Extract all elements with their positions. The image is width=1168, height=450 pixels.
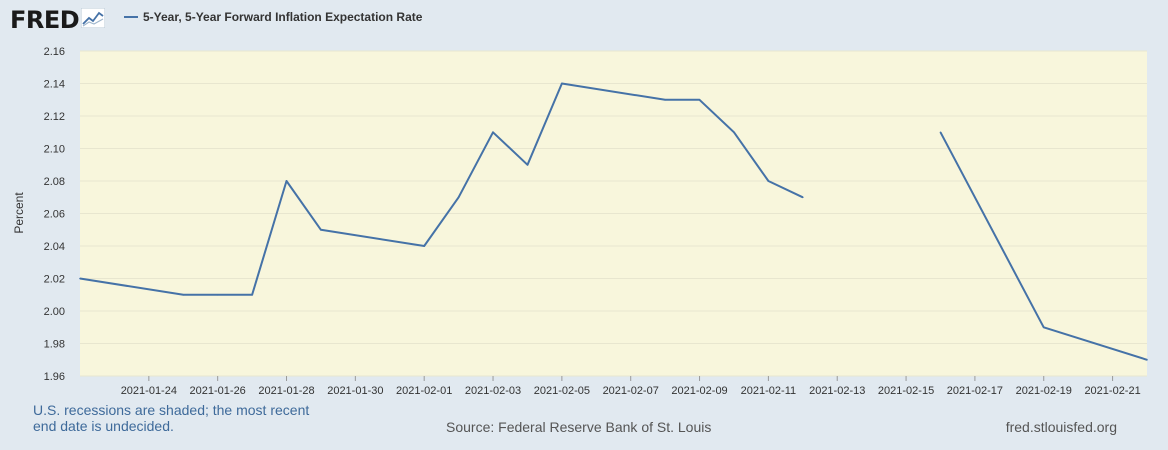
x-tick-label: 2021-02-15 xyxy=(878,385,934,397)
x-tick-label: 2021-02-01 xyxy=(396,385,452,397)
source-credit: Source: Federal Reserve Bank of St. Loui… xyxy=(446,419,712,435)
y-tick-label: 2.14 xyxy=(44,79,65,91)
site-link[interactable]: fred.stlouisfed.org xyxy=(1005,419,1117,435)
line-chart: 1.96 1.98 2.00 2.02 2.04 2.06 2.08 2.10 2.12 2.14… xyxy=(12,46,1148,397)
y-tick-label: 1.96 xyxy=(44,371,65,383)
legend-swatch xyxy=(124,16,138,18)
y-axis-ticks: 1.96 1.98 2.00 2.02 2.04 2.06 2.08 2.10 2.12 2.14… xyxy=(44,46,65,383)
x-tick-label: 2021-01-26 xyxy=(190,385,246,397)
data-point[interactable] xyxy=(1146,359,1148,361)
x-tick-label: 2021-02-07 xyxy=(603,385,659,397)
y-tick-label: 2.02 xyxy=(44,274,65,286)
data-point[interactable] xyxy=(526,164,529,166)
data-point[interactable] xyxy=(698,99,701,101)
y-tick-label: 2.00 xyxy=(44,306,65,318)
data-point[interactable] xyxy=(320,229,322,231)
x-tick-label: 2021-02-21 xyxy=(1084,385,1140,397)
y-tick-label: 2.16 xyxy=(44,46,65,58)
y-tick-label: 2.06 xyxy=(44,209,65,221)
data-point[interactable] xyxy=(216,294,219,296)
data-point[interactable] xyxy=(939,131,942,134)
x-tick-label: 2021-02-13 xyxy=(809,385,865,397)
data-point[interactable] xyxy=(457,196,460,199)
x-tick-label: 2021-01-30 xyxy=(327,385,383,397)
x-tick-label: 2021-01-24 xyxy=(121,385,177,397)
y-tick-label: 2.04 xyxy=(44,241,65,253)
data-point[interactable] xyxy=(285,180,288,182)
data-point[interactable] xyxy=(561,82,563,85)
data-point[interactable] xyxy=(733,131,735,134)
data-point[interactable] xyxy=(664,99,666,101)
y-tick-label: 1.98 xyxy=(44,339,65,351)
x-tick-label: 2021-01-28 xyxy=(258,385,314,397)
data-point[interactable] xyxy=(423,245,426,247)
x-tick-label: 2021-02-09 xyxy=(671,385,727,397)
x-tick-label: 2021-02-19 xyxy=(1016,385,1072,397)
data-point[interactable] xyxy=(251,294,253,296)
y-tick-label: 2.10 xyxy=(44,144,65,156)
data-point[interactable] xyxy=(1042,326,1045,329)
series-lines xyxy=(79,82,1148,361)
series-line-segment[interactable] xyxy=(79,82,804,296)
x-tick-label: 2021-02-17 xyxy=(947,385,1003,397)
x-axis-ticks: 2021-01-24 2021-01-26 2021-01-28 2021-01-30… xyxy=(121,376,1141,397)
y-axis-label: Percent xyxy=(12,192,26,234)
data-point[interactable] xyxy=(182,294,185,296)
x-tick-label: 2021-02-11 xyxy=(741,385,796,397)
x-tick-label: 2021-02-03 xyxy=(465,385,521,397)
data-point[interactable] xyxy=(79,277,81,280)
data-point[interactable] xyxy=(767,180,770,182)
fred-logo-text: FRED xyxy=(10,6,80,34)
y-tick-label: 2.12 xyxy=(44,111,65,123)
legend-label: 5-Year, 5-Year Forward Inflation Expecta… xyxy=(143,10,423,24)
chart-legend[interactable]: 5-Year, 5-Year Forward Inflation Expecta… xyxy=(124,10,422,24)
x-tick-label: 2021-02-05 xyxy=(534,385,590,397)
gridlines xyxy=(80,50,1147,377)
y-tick-label: 2.08 xyxy=(44,176,65,188)
data-point[interactable] xyxy=(802,196,804,199)
data-point[interactable] xyxy=(492,131,494,134)
recession-note: U.S. recessions are shaded; the most rec… xyxy=(33,402,310,434)
